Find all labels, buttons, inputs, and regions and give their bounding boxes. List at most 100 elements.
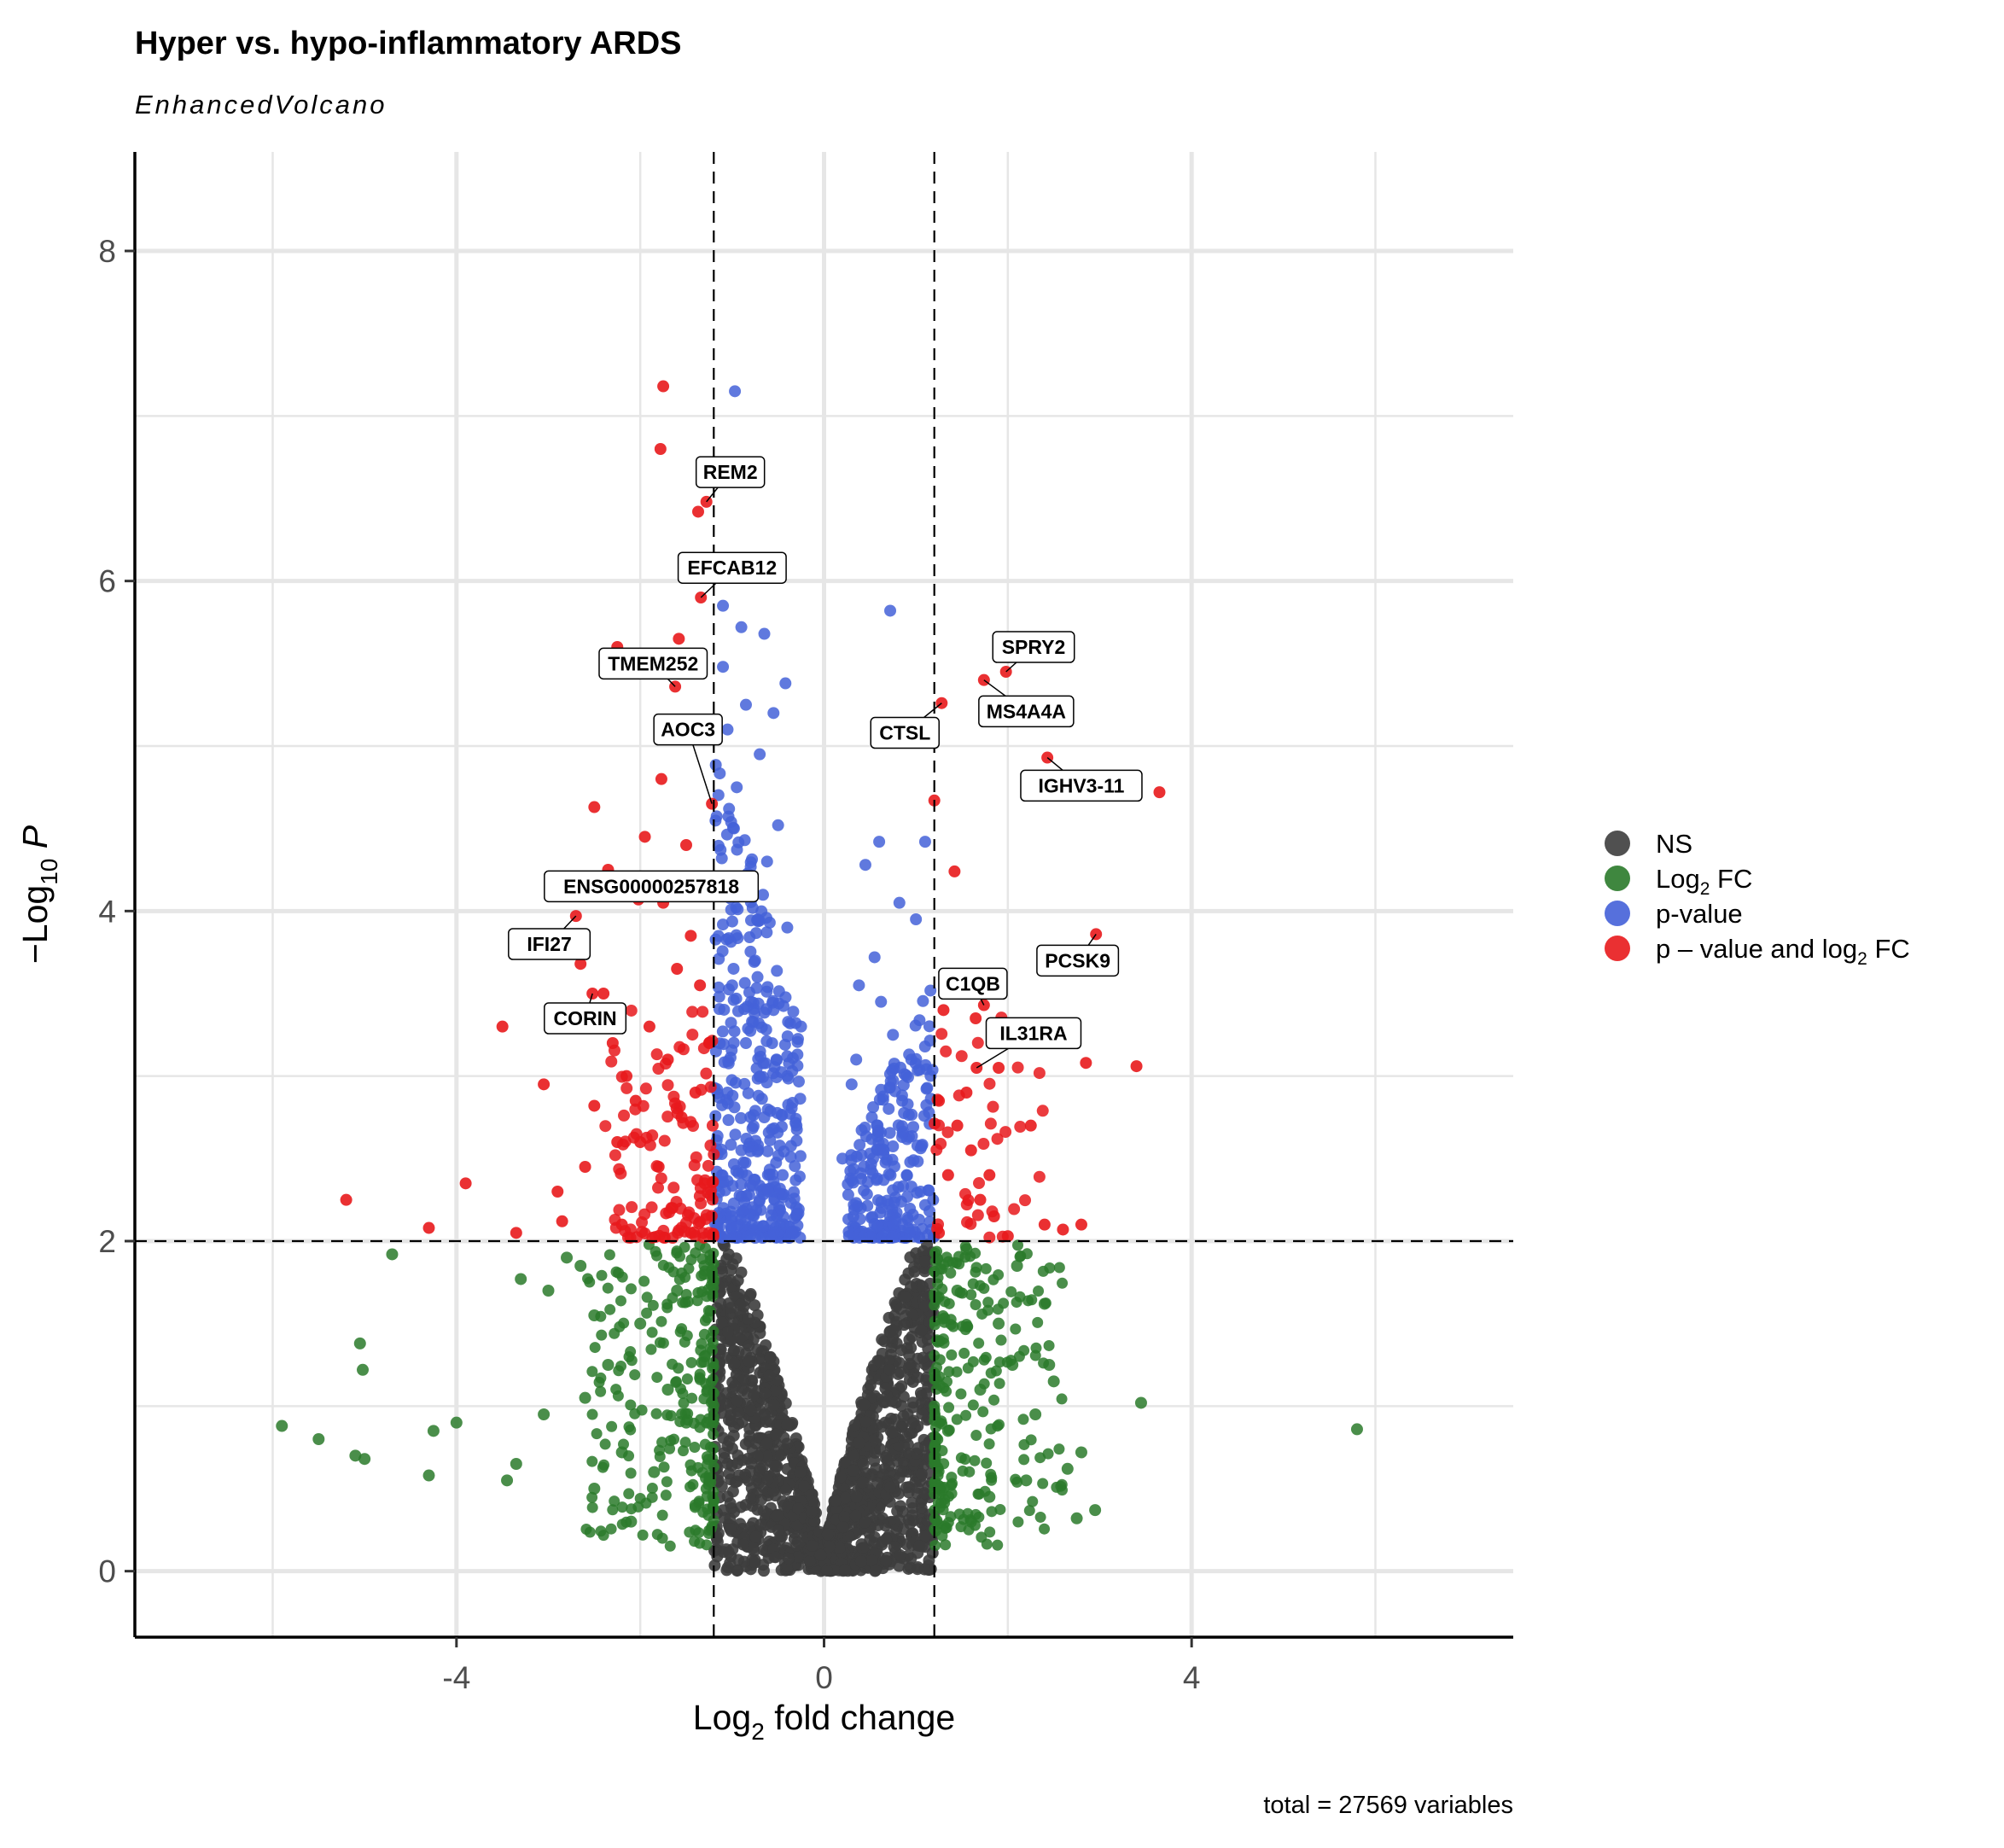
point-log2fc [1011, 1476, 1023, 1488]
point-log2fc [681, 1330, 693, 1342]
point-pvalue-and-log2fc [991, 1133, 1004, 1146]
point-ns [728, 1357, 741, 1370]
point-pvalue [791, 1035, 804, 1048]
point-pvalue-and-log2fc [1057, 1223, 1069, 1236]
point-log2fc [955, 1388, 967, 1400]
point-log2fc [589, 1342, 601, 1354]
point-pvalue-and-log2fc [686, 1006, 699, 1018]
point-log2fc [986, 1506, 998, 1518]
point-ns [839, 1564, 852, 1577]
point-pvalue-and-log2fc [620, 1070, 633, 1082]
point-pvalue [757, 1220, 770, 1233]
point-pvalue-and-log2fc [686, 1029, 699, 1041]
point-log2fc [1005, 1285, 1017, 1297]
point-log2fc [981, 1457, 993, 1469]
point-log2fc [940, 1539, 952, 1551]
point-pvalue [729, 385, 742, 398]
point-pvalue [789, 1160, 801, 1173]
point-pvalue [721, 1087, 734, 1099]
gene-label: REM2 [703, 461, 758, 483]
point-log2fc [937, 1504, 949, 1516]
point-ns [769, 1384, 782, 1396]
point-pvalue-and-log2fc [983, 1169, 996, 1181]
point-pvalue [927, 1193, 940, 1206]
point-pvalue [766, 1215, 778, 1228]
point-ns [769, 1428, 782, 1441]
legend-label-fc: Log2 FC [1656, 864, 1752, 899]
point-pvalue [725, 1219, 737, 1232]
point-ns [727, 1429, 740, 1442]
gene-label-box [978, 695, 1075, 728]
point-pvalue [709, 1110, 722, 1122]
point-log2fc [982, 1297, 994, 1309]
point-pvalue [727, 1157, 740, 1170]
point-ns [792, 1502, 805, 1515]
point-pvalue [921, 1081, 934, 1094]
point-pvalue-and-log2fc [634, 1136, 647, 1148]
point-pvalue-and-log2fc [620, 1081, 633, 1094]
point-log2fc [656, 1509, 668, 1521]
point-pvalue-and-log2fc [1036, 1105, 1049, 1117]
point-log2fc [961, 1321, 973, 1333]
point-pvalue [845, 1078, 858, 1091]
point-log2fc [615, 1360, 627, 1372]
point-log2fc [604, 1303, 616, 1315]
point-log2fc [664, 1540, 676, 1552]
point-log2fc [584, 1526, 596, 1538]
point-log2fc [696, 1270, 708, 1282]
point-log2fc [673, 1274, 685, 1285]
point-log2fc [591, 1428, 603, 1440]
gene-labels: REM2 EFCAB12 TMEM252 AOC3 ENSG00000257818 IFI… [508, 456, 1143, 1069]
point-ns [794, 1466, 807, 1479]
point-log2fc [510, 1458, 522, 1470]
point-log2fc [586, 1501, 598, 1513]
point-ns [873, 1355, 886, 1367]
point-log2fc [501, 1474, 514, 1487]
point-ns [879, 1416, 892, 1429]
point-log2fc [586, 1366, 598, 1378]
point-pvalue [742, 1087, 754, 1099]
point-ns [898, 1319, 911, 1332]
point-log2fc [651, 1372, 663, 1384]
point-pvalue [767, 1004, 780, 1017]
point-ns [757, 1544, 770, 1557]
point-pvalue [764, 1134, 777, 1146]
point-log2fc [661, 1409, 673, 1421]
point-log2fc [1010, 1323, 1022, 1335]
point-pvalue-and-log2fc [667, 1090, 680, 1103]
point-pvalue [900, 1191, 913, 1204]
point-ns [916, 1408, 929, 1420]
point-ns [891, 1505, 904, 1518]
point-log2fc [588, 1483, 601, 1495]
point-pvalue [727, 1197, 740, 1210]
point-log2fc [661, 1384, 674, 1396]
point-pvalue [771, 1053, 784, 1066]
point-log2fc [603, 1249, 615, 1261]
point-pvalue [717, 599, 730, 612]
point-ns [722, 1326, 735, 1338]
point-ns [904, 1251, 917, 1264]
point-ns [918, 1530, 931, 1542]
point-ns [725, 1415, 737, 1428]
point-ns [754, 1519, 767, 1531]
point-ns [727, 1344, 740, 1356]
point-pvalue [787, 1006, 800, 1018]
point-pvalue-and-log2fc [984, 1117, 997, 1130]
point-log2fc [970, 1430, 982, 1442]
point-ns [868, 1530, 881, 1543]
point-log2fc [964, 1466, 976, 1478]
gene-label-box [598, 647, 708, 680]
point-pvalue [721, 723, 734, 736]
point-log2fc [1006, 1359, 1019, 1371]
point-log2fc [349, 1449, 362, 1462]
point-log2fc [1034, 1511, 1046, 1523]
point-log2fc [976, 1531, 987, 1543]
point-log2fc [951, 1285, 964, 1297]
point-log2fc [939, 1481, 951, 1493]
point-pvalue-and-log2fc [574, 958, 587, 971]
point-log2fc [708, 1461, 719, 1473]
point-pvalue-and-log2fc [1033, 1067, 1046, 1080]
point-pvalue-and-log2fc [971, 1036, 984, 1049]
point-ns [722, 1248, 735, 1261]
point-ns [906, 1509, 918, 1522]
